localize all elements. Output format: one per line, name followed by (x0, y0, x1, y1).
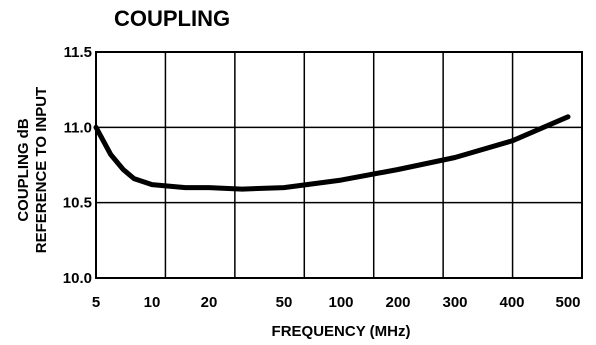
x-tick-label: 5 (92, 294, 100, 311)
y-axis-label-line-2: REFERENCE TO INPUT (33, 87, 50, 253)
x-tick-label: 20 (201, 294, 218, 311)
x-axis-label: FREQUENCY (MHz) (272, 323, 411, 340)
x-tick-label: 10 (144, 294, 161, 311)
y-tick-label: 11.5 (64, 44, 92, 61)
x-tick-label: 400 (499, 294, 524, 311)
grid (96, 52, 582, 278)
y-tick-label: 10.5 (63, 195, 92, 212)
series-line (93, 114, 571, 192)
y-tick-label: 11.0 (64, 119, 92, 136)
x-tick-label: 500 (555, 294, 580, 311)
x-tick-labels: 5 10 20 50 100 200 300 400 500 (92, 294, 581, 311)
x-tick-label: 300 (442, 294, 467, 311)
x-tick-label: 100 (328, 294, 353, 311)
x-tick-label: 50 (276, 294, 293, 311)
y-axis-label: COUPLING dB REFERENCE TO INPUT (15, 87, 50, 253)
plot-frame (95, 51, 583, 279)
y-axis-label-line-1: COUPLING dB (15, 118, 32, 221)
y-tick-labels: 10.0 10.5 11.0 11.5 (63, 44, 92, 287)
y-tick-label: 10.0 (63, 270, 92, 287)
chart-title: COUPLING (114, 6, 230, 31)
x-tick-label: 200 (385, 294, 410, 311)
